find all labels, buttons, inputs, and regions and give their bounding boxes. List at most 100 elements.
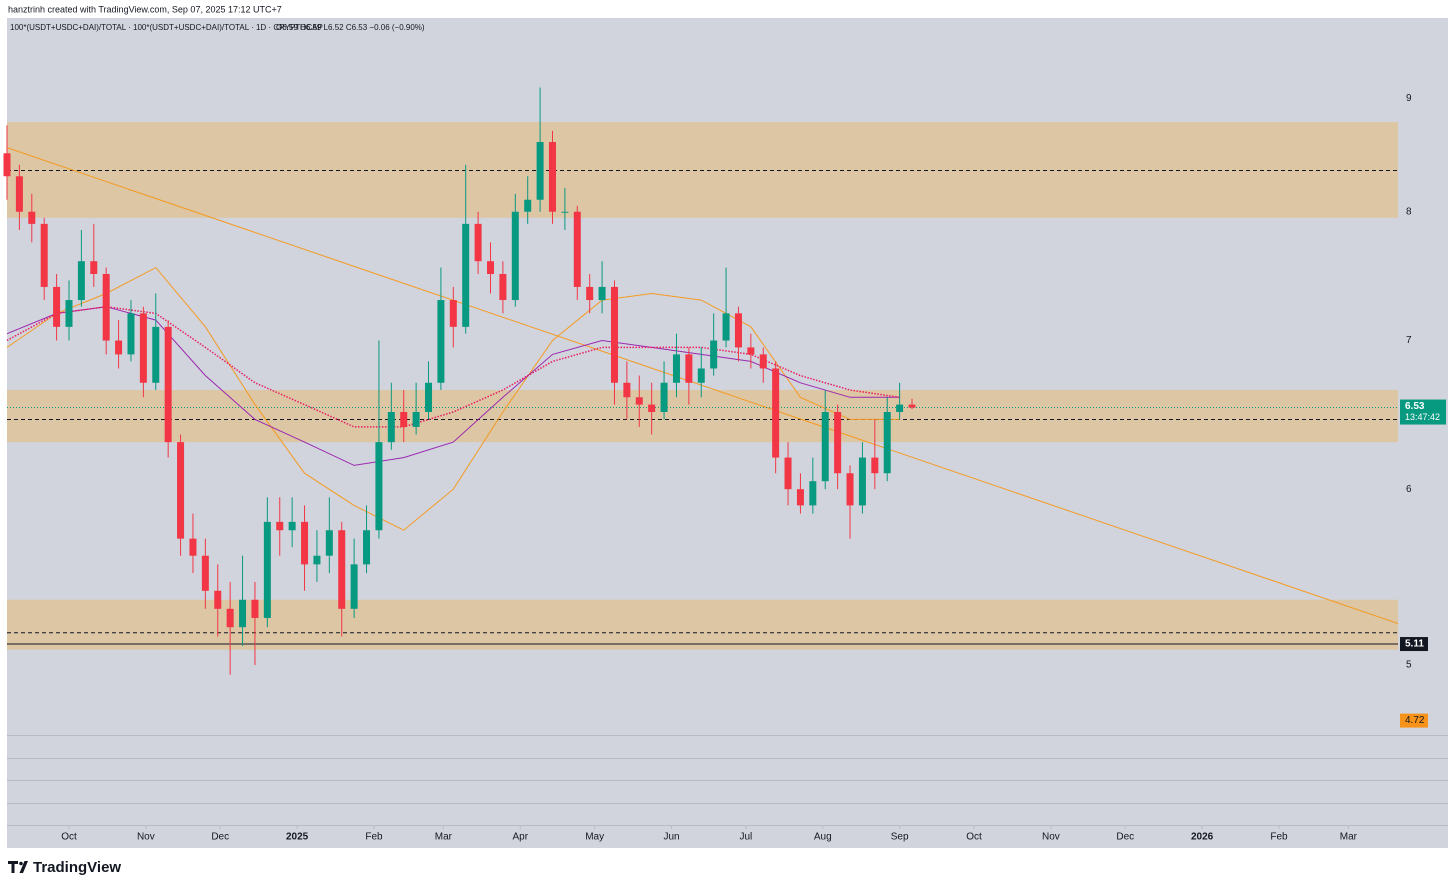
- candle-body: [139, 313, 147, 383]
- candle-body: [15, 176, 23, 212]
- candle-body: [375, 442, 383, 531]
- x-tick-label: Oct: [61, 832, 77, 843]
- candle-body: [784, 457, 792, 490]
- candle-body: [90, 261, 98, 274]
- candle-body: [177, 442, 185, 539]
- candle-body: [734, 313, 742, 348]
- candle-body: [102, 273, 110, 341]
- y-tick-label: 5: [1406, 660, 1412, 671]
- candle-body: [710, 340, 718, 369]
- candle-body: [363, 530, 371, 565]
- x-tick-label: 2026: [1191, 832, 1214, 843]
- candle-body: [858, 457, 866, 506]
- candle-body: [722, 313, 730, 341]
- brand-name: TradingView: [33, 859, 121, 876]
- x-tick-label: May: [585, 832, 604, 843]
- moving-average: [6, 266, 900, 531]
- candle-body: [239, 599, 247, 628]
- candle-body: [672, 354, 680, 383]
- x-tick-label: Feb: [365, 832, 383, 843]
- candle-body: [536, 141, 544, 200]
- hline-price-label: 5.11: [1405, 639, 1424, 650]
- candle-body: [40, 223, 48, 287]
- last-price-label: 6.53: [1405, 401, 1425, 412]
- candle-body: [648, 404, 656, 412]
- candle-body: [449, 300, 457, 327]
- x-tick-label: Apr: [512, 832, 528, 843]
- candle-body: [809, 481, 817, 506]
- candle-body: [511, 211, 519, 301]
- candle-body: [164, 326, 172, 443]
- candle-body: [883, 411, 891, 474]
- candle-body: [548, 141, 556, 212]
- x-tick-label: Oct: [966, 832, 982, 843]
- brand-icon: [8, 861, 28, 873]
- candle-body: [251, 599, 259, 618]
- x-tick-label: Jul: [739, 832, 752, 843]
- y-tick-label: 8: [1406, 206, 1412, 217]
- x-tick-label: Sep: [891, 832, 909, 843]
- candle-body: [214, 590, 222, 609]
- x-tick-label: 2025: [286, 832, 309, 843]
- candle-body: [301, 521, 309, 565]
- x-tick-label: Dec: [1116, 832, 1134, 843]
- candle-body: [747, 347, 755, 355]
- candle-body: [127, 313, 135, 355]
- x-tick-label: Feb: [1270, 832, 1288, 843]
- candle-body: [65, 300, 73, 327]
- candle-body: [759, 354, 767, 369]
- x-tick-label: Nov: [137, 832, 155, 843]
- candle-body: [610, 286, 618, 383]
- x-tick-label: Jun: [663, 832, 679, 843]
- last-price-box: [1400, 399, 1446, 425]
- candle-body: [697, 368, 705, 383]
- candle-body: [425, 382, 433, 412]
- x-tick-label: Aug: [814, 832, 832, 843]
- candle-body: [437, 300, 445, 383]
- candle-body: [908, 404, 916, 408]
- candle-body: [660, 382, 668, 412]
- candle-body: [288, 521, 296, 531]
- candle-body: [524, 199, 532, 212]
- supply-demand-zone: [7, 599, 1398, 650]
- candle-body: [53, 286, 61, 327]
- candle-body: [350, 564, 358, 609]
- candle-body: [152, 326, 160, 383]
- candle-body: [201, 555, 209, 591]
- candle-body: [115, 340, 123, 355]
- candle-body: [561, 211, 569, 213]
- trendline: [6, 147, 1399, 624]
- supply-demand-zone: [7, 389, 1398, 443]
- candle-body: [896, 404, 904, 412]
- alert-price-box: [1400, 713, 1428, 728]
- ohlc-readout: O6.59 H6.59 L6.52 C6.53 −0.06 (−0.90%): [276, 23, 425, 32]
- brand-logo: TradingView: [8, 859, 121, 876]
- candle-body: [3, 153, 11, 177]
- lower-panes: [7, 735, 1448, 826]
- candle-body: [635, 397, 643, 405]
- y-tick-label: 6: [1406, 484, 1412, 495]
- candle-body: [400, 411, 408, 427]
- candle-body: [325, 530, 333, 556]
- candle-body: [573, 211, 581, 287]
- candle-body: [77, 261, 85, 301]
- candle-body: [276, 521, 284, 531]
- hline-price-box: [1400, 637, 1428, 652]
- candle-body: [499, 273, 507, 301]
- candle-body: [338, 530, 346, 609]
- y-tick-label: 7: [1406, 335, 1412, 346]
- x-tick-label: Nov: [1042, 832, 1060, 843]
- brand-icon-dot: [19, 861, 23, 866]
- candle-body: [871, 457, 879, 474]
- candle-body: [846, 473, 854, 506]
- candle-body: [387, 411, 395, 443]
- candle-body: [412, 411, 420, 427]
- candle-body: [772, 368, 780, 458]
- countdown-label: 13:47:42: [1405, 412, 1440, 422]
- y-tick-label: 9: [1406, 93, 1412, 104]
- candle-body: [226, 608, 234, 628]
- candle-body: [598, 286, 606, 301]
- candle-body: [821, 411, 829, 482]
- candle-body: [263, 521, 271, 618]
- candle-body: [462, 223, 470, 327]
